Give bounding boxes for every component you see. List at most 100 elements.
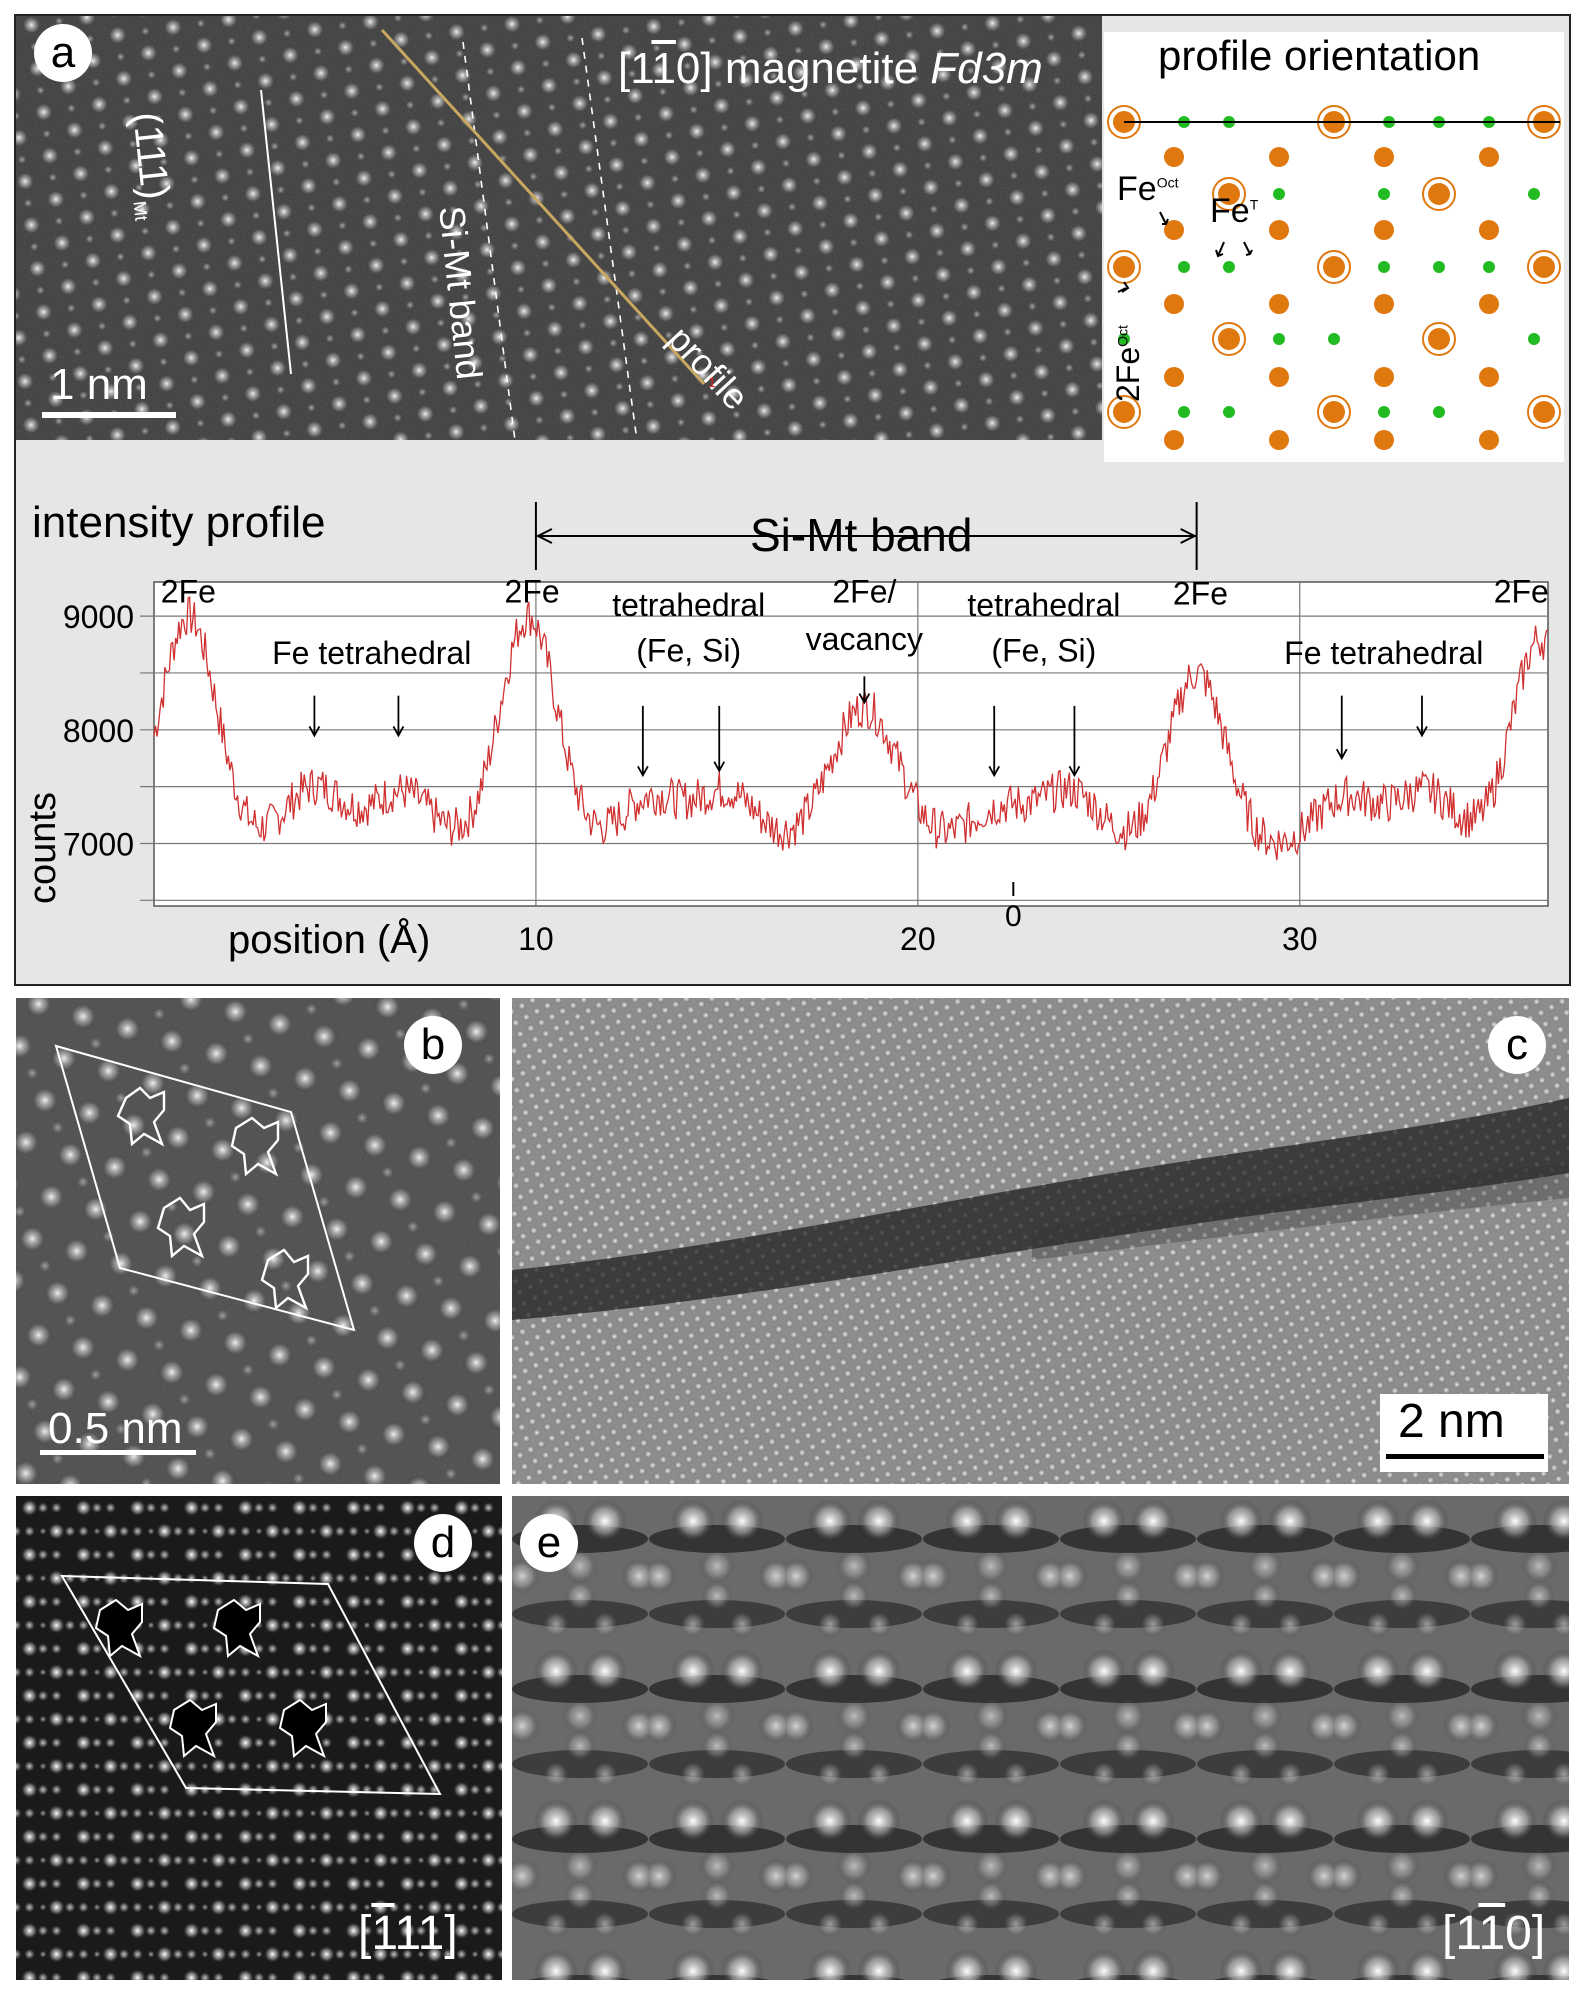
panel-b-letter: b	[404, 1016, 462, 1074]
y-tick-label: 7000	[63, 826, 134, 862]
atom-fe-oct	[1374, 430, 1394, 450]
atom-fe-tet	[1328, 333, 1340, 345]
atom-ring	[1212, 322, 1246, 356]
atom-fe-oct	[1374, 367, 1394, 387]
panel-b-micrograph	[16, 998, 500, 1484]
atom-fe-tet	[1273, 333, 1285, 345]
panel-e-zone-rest: 0]	[1505, 1907, 1546, 1960]
panel-a-scale-label: 1 nm	[50, 360, 148, 409]
panel-d-zone: [111]	[358, 1906, 458, 1961]
atom-fe-oct	[1269, 147, 1289, 167]
panel-b-scale-label: 0.5 nm	[48, 1404, 183, 1453]
atom-ring	[1317, 395, 1351, 429]
inset-title: profile orientation	[1158, 32, 1481, 79]
panel-d-zone-bar: 1	[371, 1907, 395, 1960]
atom-fe-tet	[1378, 406, 1390, 418]
atom-fe-oct	[1269, 294, 1289, 314]
atom-fe-oct	[1164, 220, 1184, 240]
x-tick-label: 10	[518, 921, 554, 957]
y-tick-label: 9000	[63, 599, 134, 635]
chart-annotation: (Fe, Si)	[636, 633, 741, 669]
band-arrowhead-right	[1180, 528, 1197, 544]
atom-2fe-oct	[1323, 256, 1345, 278]
annotation-arrowhead	[988, 765, 1001, 778]
chart-annotation: 2Fe	[505, 573, 560, 609]
inset-structure	[1107, 105, 1561, 450]
inset-fe-t-main: Fe	[1210, 192, 1250, 230]
atom-ring	[1317, 250, 1351, 284]
annotation-arrowhead	[637, 765, 649, 778]
panel-c-scale-line	[1386, 1454, 1544, 1459]
atom-2fe-oct	[1428, 183, 1450, 205]
annotation-arrowhead	[392, 726, 405, 738]
intensity-chart: 9000 8000 7000 10 20 30 0 2Fe 2Fe 2Fe/vacancy 2Fe 2…	[63, 502, 1549, 957]
chart-annotation: 2Fe	[1494, 573, 1549, 609]
band-arrowhead-left	[535, 528, 553, 544]
atom-ring	[1422, 322, 1456, 356]
inset-fe-oct-sup: Oct	[1156, 174, 1179, 191]
annotation-arrowhead	[1416, 726, 1428, 738]
atom-fe-oct	[1374, 147, 1394, 167]
atom-fe-oct	[1164, 367, 1184, 387]
atom-ring	[1527, 395, 1561, 429]
atom-fe-tet	[1378, 261, 1390, 273]
atom-ring	[1107, 395, 1141, 429]
atom-2fe-oct	[1533, 256, 1555, 278]
atom-fe-tet	[1528, 188, 1540, 200]
atom-fe-oct	[1269, 220, 1289, 240]
x-tick-label: 20	[900, 921, 936, 957]
atom-fe-oct	[1479, 147, 1499, 167]
panel-c-scale-label: 2 nm	[1398, 1395, 1505, 1448]
atom-fe-tet	[1223, 261, 1235, 273]
chart-annotation: vacancy	[806, 621, 923, 657]
annotation-arrowhead	[1335, 748, 1348, 761]
panel-d-zone-open: [	[358, 1907, 372, 1960]
atom-fe-oct	[1164, 294, 1184, 314]
atom-fe-oct	[1164, 147, 1184, 167]
x-tick-label: 30	[1282, 921, 1318, 957]
chart-annotation: tetrahedral	[612, 587, 765, 623]
atom-fe-oct	[1374, 294, 1394, 314]
chart-xlabel: position (Å)	[228, 918, 431, 962]
panel-d-simulation	[16, 1496, 502, 1980]
atom-2fe-oct	[1218, 183, 1240, 205]
atom-fe-tet	[1178, 406, 1190, 418]
atom-2fe-oct	[1113, 256, 1135, 278]
inset-fe-oct-main: Fe	[1117, 170, 1157, 208]
atom-fe-tet	[1178, 261, 1190, 273]
plot-area	[153, 581, 1549, 907]
chart-annotation: (Fe, Si)	[991, 633, 1096, 669]
panel-e-letter: e	[520, 1514, 578, 1572]
annotation-arrowhead	[858, 693, 871, 705]
atom-ring	[1422, 177, 1456, 211]
annotation-arrowhead	[308, 726, 321, 738]
inset-fe-t-sup: T	[1249, 196, 1259, 213]
chart-annotation: 2Fe	[1173, 576, 1228, 612]
atom-fe-tet	[1118, 333, 1130, 345]
atom-fe-tet	[1378, 188, 1390, 200]
atom-fe-oct	[1374, 220, 1394, 240]
inset-fe-oct: FeOct	[1117, 170, 1178, 209]
panel-a-title-mid: 0] magnetite	[675, 44, 931, 93]
atom-fe-tet	[1223, 406, 1235, 418]
panel-c-letter: c	[1488, 1016, 1546, 1074]
atom-2fe-oct	[1323, 401, 1345, 423]
y-tick-label: 8000	[63, 713, 134, 749]
chart-annotation: 2Fe/	[832, 573, 896, 609]
atom-fe-tet	[1273, 188, 1285, 200]
panel-e-zone: [110]	[1442, 1906, 1545, 1961]
annotation-arrowhead	[713, 761, 726, 773]
profile-marker: 1	[708, 374, 716, 390]
atom-2fe-oct	[1428, 328, 1450, 350]
intensity-series	[153, 595, 1549, 861]
atom-fe-oct	[1479, 294, 1499, 314]
panel-d-zone-rest: 11]	[394, 1907, 458, 1960]
atom-fe-tet	[1433, 406, 1445, 418]
atom-fe-oct	[1479, 367, 1499, 387]
atom-fe-oct	[1269, 430, 1289, 450]
panel-a-title: [110] magnetite Fd3m	[618, 44, 1043, 94]
zero-marker-label: 0	[1005, 900, 1022, 933]
panel-a-title-bar: 1	[651, 44, 676, 93]
atom-2fe-oct	[1218, 328, 1240, 350]
panel-a-title-italic: Fd3m	[930, 44, 1043, 93]
